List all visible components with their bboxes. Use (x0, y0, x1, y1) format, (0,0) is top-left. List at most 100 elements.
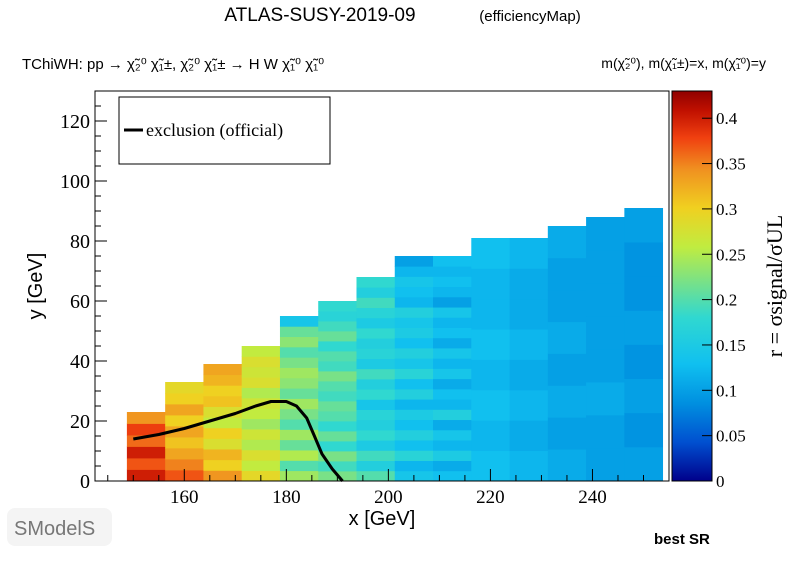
heatmap-cell (241, 387, 281, 399)
heatmap-cell (356, 358, 396, 370)
heatmap-cell (318, 381, 357, 392)
heatmap-cell (279, 336, 319, 348)
heatmap-cell (394, 348, 434, 359)
heatmap-cell (394, 409, 434, 421)
heatmap-cell (433, 307, 472, 318)
heatmap-cell (356, 440, 396, 451)
heatmap-cell (394, 368, 434, 380)
heatmap-cell (394, 388, 434, 400)
heatmap-cell (509, 268, 549, 300)
heatmap-cell (433, 460, 472, 472)
heatmap-cell (509, 389, 549, 421)
heatmap-cell (394, 337, 434, 349)
heatmap-cell (203, 395, 243, 407)
heatmap-cell (433, 450, 472, 461)
y-axis: 0 20 40 60 80 100 120 (60, 90, 107, 493)
chart-subtitle: (efficiencyMap) (479, 8, 580, 25)
heatmap-cell (356, 348, 396, 359)
heatmap-cell (165, 426, 204, 438)
colorbar-tick-label: 0.4 (716, 109, 738, 128)
heatmap-cell (279, 346, 319, 358)
heatmap-cell (394, 450, 434, 461)
heatmap-cell (394, 286, 434, 298)
y-tick-label: 100 (60, 171, 90, 193)
heatmap-cell (279, 408, 319, 420)
heatmap-cell (433, 419, 472, 431)
heatmap-cell (586, 349, 625, 383)
y-tick-label: 60 (70, 291, 90, 313)
y-tick-label: 0 (80, 471, 90, 493)
heatmap-cell (509, 329, 549, 360)
heatmap-cell (547, 353, 587, 386)
heatmap-cell (509, 420, 549, 452)
colorbar-tick-label: 0.05 (716, 427, 746, 446)
heatmap-cell (203, 438, 243, 450)
heatmap-cell (356, 430, 396, 441)
y-tick-label: 20 (70, 411, 90, 433)
heatmap-cell (547, 321, 587, 354)
heatmap-cell (586, 448, 625, 482)
heatmap-cell (394, 460, 434, 472)
heatmap-cell (433, 337, 472, 349)
heatmap-cell (394, 440, 434, 451)
heatmap-cell (624, 276, 664, 311)
heatmap-cell (394, 317, 434, 328)
best-sr-label: best SR (654, 531, 710, 548)
heatmap-cell (356, 460, 396, 472)
colorbar-label: r = σsignal/σUL (762, 215, 787, 357)
heatmap-cell (624, 344, 664, 380)
heatmap-cell (471, 329, 510, 360)
heatmap-cells (126, 208, 664, 482)
y-tick-label: 40 (70, 351, 90, 373)
x-tick-label: 160 (170, 487, 199, 508)
heatmap-cell (433, 276, 472, 288)
heatmap-cell (394, 296, 434, 308)
heatmap-cell (126, 469, 166, 482)
heatmap-cell (356, 317, 396, 329)
heatmap-cell (126, 435, 166, 447)
heatmap-cell (471, 389, 510, 421)
heatmap-cell (433, 327, 472, 339)
heatmap-cell (433, 256, 472, 267)
heatmap-cell (471, 268, 510, 300)
heatmap-cell (356, 379, 396, 390)
colorbar-tick-label: 0.25 (716, 245, 746, 264)
heatmap-cell (126, 446, 166, 459)
heatmap-cell (586, 415, 625, 449)
heatmap-cell (433, 409, 472, 421)
heatmap-cell (318, 371, 357, 382)
heatmap-cell (624, 310, 664, 345)
heatmap-cell (471, 359, 510, 391)
heatmap-cell (203, 449, 243, 461)
heatmap-cell (394, 276, 434, 288)
colorbar (671, 90, 713, 482)
heatmap-cell (279, 398, 319, 410)
heatmap-cell (586, 382, 625, 416)
x-tick-label: 200 (374, 487, 403, 508)
heatmap-cell (433, 399, 472, 410)
legend: exclusion (official) (118, 96, 331, 165)
heatmap-cell (356, 389, 396, 400)
heatmap-cell (509, 450, 549, 482)
x-tick-label: 240 (578, 487, 607, 508)
y-tick-label: 120 (60, 111, 90, 133)
heatmap-cell (241, 366, 281, 378)
heatmap-cell (318, 451, 357, 462)
heatmap-cell (203, 374, 243, 386)
heatmap-cell (356, 470, 396, 482)
heatmap-cell (126, 458, 166, 470)
heatmap-cell (279, 439, 319, 451)
heatmap-cell (547, 226, 587, 259)
heatmap-cell (509, 238, 549, 269)
heatmap-cell (318, 351, 357, 362)
heatmap-cell (203, 385, 243, 397)
heatmap-cell (356, 328, 396, 339)
heatmap-cell (318, 341, 357, 352)
heatmap-cell (433, 440, 472, 451)
heatmap-cell (433, 296, 472, 308)
heatmap-cell (241, 356, 281, 368)
heatmap-cell (241, 408, 281, 420)
heatmap-cell (318, 321, 357, 332)
heatmap-cell (165, 415, 204, 427)
